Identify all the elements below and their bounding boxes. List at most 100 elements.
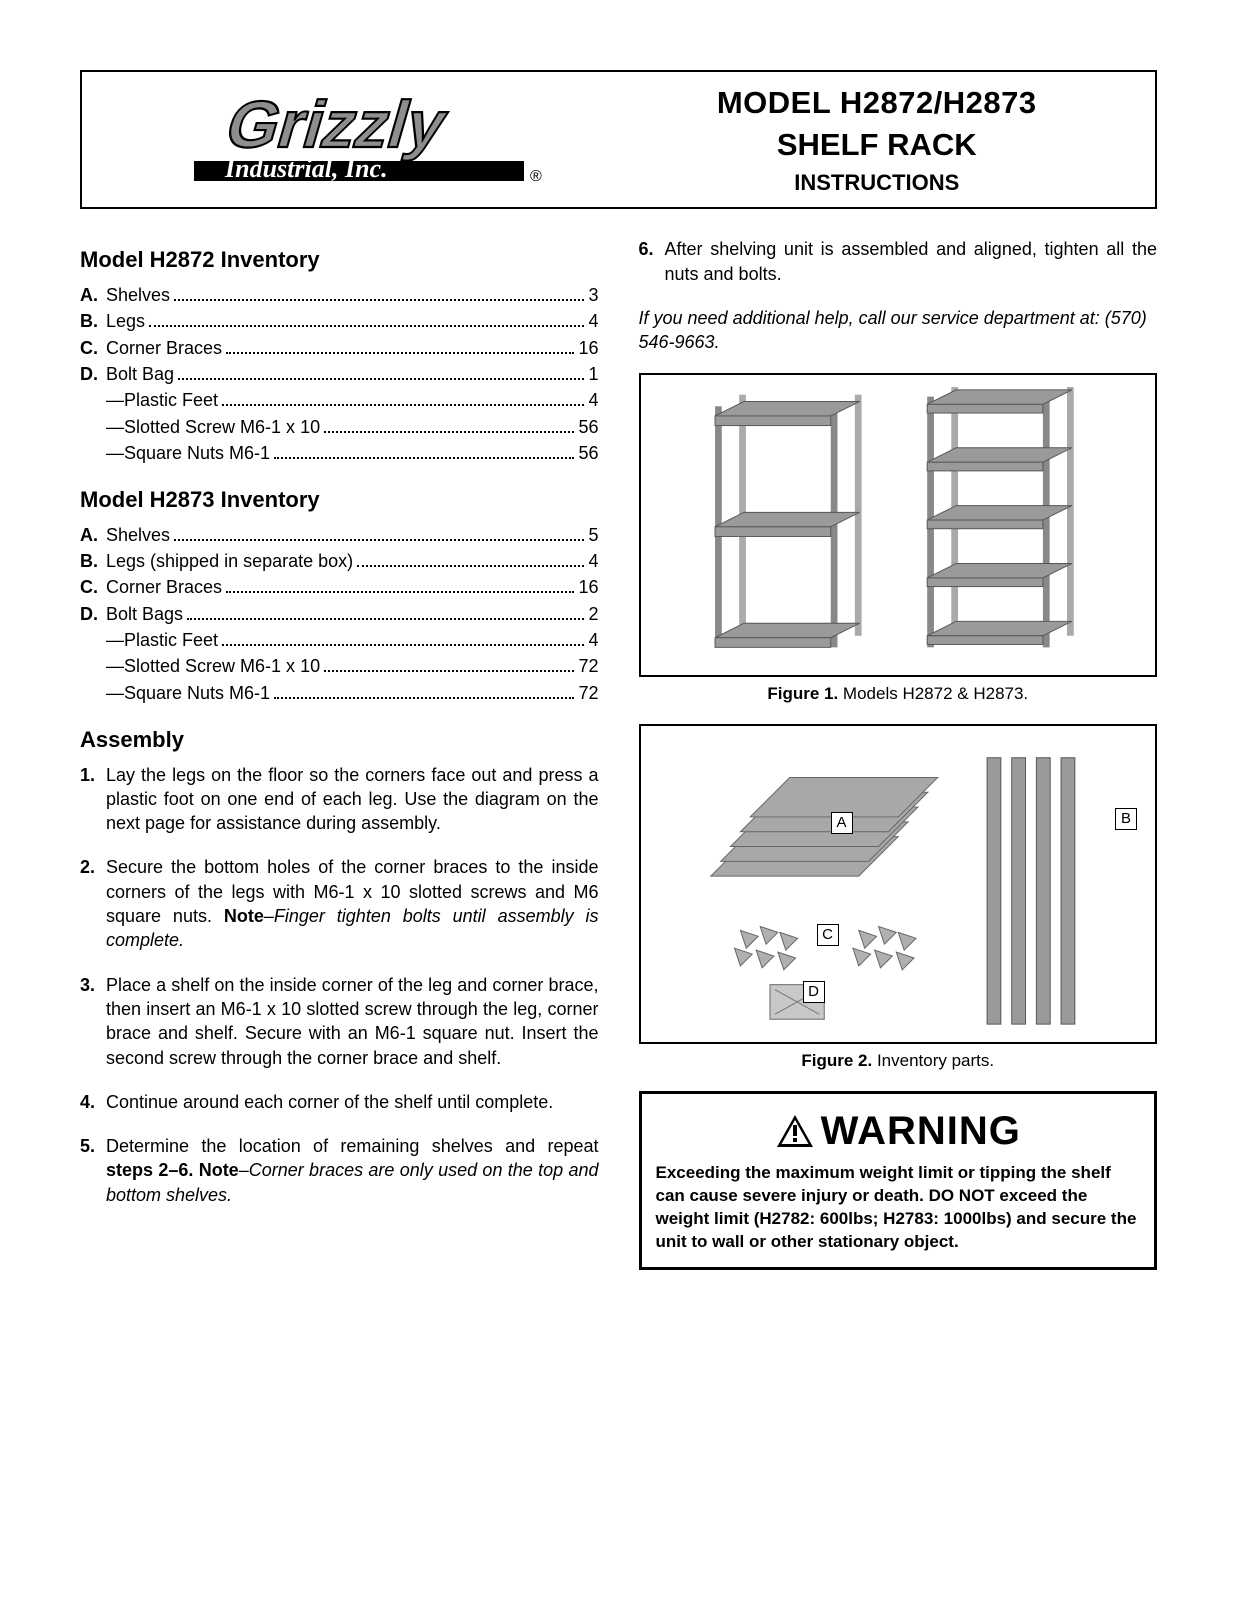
figure-2-caption: Figure 2. Inventory parts. bbox=[639, 1050, 1158, 1073]
inventory-subrow: —Square Nuts M6-172 bbox=[80, 681, 599, 705]
registered-mark: ® bbox=[530, 168, 542, 185]
inv-label: C. bbox=[80, 575, 106, 599]
inventory-row: B.Legs (shipped in separate box) 4 bbox=[80, 549, 599, 573]
inv-qty: 16 bbox=[578, 336, 598, 360]
inv-dots bbox=[324, 658, 574, 672]
inv-name: Bolt Bag bbox=[106, 362, 174, 386]
inv-qty: 56 bbox=[578, 441, 598, 465]
inv-qty: 72 bbox=[578, 654, 598, 678]
inv-name: Legs bbox=[106, 309, 145, 333]
inv-name: —Plastic Feet bbox=[106, 628, 218, 652]
inventory-row: D.Bolt Bag1 bbox=[80, 362, 599, 386]
part-label-c: C bbox=[817, 924, 839, 946]
inv-dots bbox=[274, 684, 574, 698]
warning-box: WARNING Exceeding the maximum weight lim… bbox=[639, 1091, 1158, 1271]
header-box: Grizzly Industrial, Inc. ® MODEL H2872/H… bbox=[80, 70, 1157, 209]
assembly-step: 5Determine the location of remaining she… bbox=[80, 1134, 599, 1207]
inv-dots bbox=[178, 366, 584, 380]
inv-name: —Slotted Screw M6-1 x 10 bbox=[106, 415, 320, 439]
inv-label: C. bbox=[80, 336, 106, 360]
warning-heading: WARNING bbox=[656, 1104, 1141, 1158]
inv-name: —Slotted Screw M6-1 x 10 bbox=[106, 654, 320, 678]
inventory-subrow: —Slotted Screw M6-1 x 10 72 bbox=[80, 654, 599, 678]
inv-label: B. bbox=[80, 549, 106, 573]
inventory-row: D.Bolt Bags2 bbox=[80, 602, 599, 626]
step-text: Lay the legs on the floor so the corners… bbox=[106, 763, 599, 836]
inv-qty: 72 bbox=[578, 681, 598, 705]
inv-dots bbox=[174, 526, 584, 540]
inventory-subrow: —Plastic Feet 4 bbox=[80, 388, 599, 412]
inv-dots bbox=[226, 339, 574, 353]
inv-name: Corner Braces bbox=[106, 336, 222, 360]
figure-1-caption: Figure 1. Models H2872 & H2873. bbox=[639, 683, 1158, 706]
inventory-subrow: —Plastic Feet 4 bbox=[80, 628, 599, 652]
grizzly-logo: Grizzly Industrial, Inc. ® bbox=[170, 85, 550, 195]
parts-shelves bbox=[710, 777, 937, 876]
inv-qty: 16 bbox=[578, 575, 598, 599]
inv-name: Corner Braces bbox=[106, 575, 222, 599]
step-number: 4 bbox=[80, 1090, 106, 1114]
step-text: Place a shelf on the inside corner of th… bbox=[106, 973, 599, 1070]
figure-2-svg bbox=[653, 738, 1144, 1034]
inventory-row: B.Legs 4 bbox=[80, 309, 599, 333]
step-number: 1 bbox=[80, 763, 106, 836]
step-text: Continue around each corner of the shelf… bbox=[106, 1090, 599, 1114]
inv-qty: 4 bbox=[588, 628, 598, 652]
inventory-row: A.Shelves3 bbox=[80, 283, 599, 307]
inv-name: —Plastic Feet bbox=[106, 388, 218, 412]
inv-label: B. bbox=[80, 309, 106, 333]
inv-qty: 4 bbox=[588, 549, 598, 573]
step-text: After shelving unit is assembled and ali… bbox=[665, 237, 1158, 286]
inv-dots bbox=[222, 392, 584, 406]
part-label-b: B bbox=[1115, 808, 1137, 830]
inv-name: —Square Nuts M6-1 bbox=[106, 441, 270, 465]
step-text: Determine the location of remaining shel… bbox=[106, 1134, 599, 1207]
warning-heading-text: WARNING bbox=[821, 1104, 1021, 1158]
figure-2-box: A B C D bbox=[639, 724, 1158, 1044]
step-6: 6 After shelving unit is assembled and a… bbox=[639, 237, 1158, 286]
inv-qty: 5 bbox=[588, 523, 598, 547]
step-number: 6 bbox=[639, 237, 665, 286]
inventory-row: C.Corner Braces 16 bbox=[80, 336, 599, 360]
fig2-caption-rest: Inventory parts. bbox=[872, 1051, 994, 1070]
inventory-subrow: —Square Nuts M6-1 56 bbox=[80, 441, 599, 465]
inventory2-title: Model H2873 Inventory bbox=[80, 485, 599, 515]
shelf-unit-5 bbox=[927, 387, 1074, 647]
assembly-step: 4Continue around each corner of the shel… bbox=[80, 1090, 599, 1114]
logo-subtext: Industrial, Inc. bbox=[224, 154, 388, 183]
inv-qty: 4 bbox=[588, 388, 598, 412]
shelf-unit-3 bbox=[715, 394, 862, 647]
inventory2-list: A.Shelves5B.Legs (shipped in separate bo… bbox=[80, 523, 599, 705]
inv-label: A. bbox=[80, 283, 106, 307]
inv-dots bbox=[187, 605, 584, 619]
title-cell: MODEL H2872/H2873 SHELF RACK INSTRUCTION… bbox=[619, 82, 1136, 197]
left-column: Model H2872 Inventory A.Shelves3B.Legs4C… bbox=[80, 237, 599, 1270]
inv-label: A. bbox=[80, 523, 106, 547]
inv-name: Bolt Bags bbox=[106, 602, 183, 626]
figure-1-svg bbox=[653, 387, 1144, 657]
figure-1-box bbox=[639, 373, 1158, 677]
inv-label: D. bbox=[80, 602, 106, 626]
inventory1-title: Model H2872 Inventory bbox=[80, 245, 599, 275]
fig1-caption-rest: Models H2872 & H2873. bbox=[838, 684, 1028, 703]
subtitle-line: SHELF RACK bbox=[619, 124, 1136, 166]
inv-name: Shelves bbox=[106, 283, 170, 307]
help-line: If you need additional help, call our se… bbox=[639, 306, 1158, 355]
fig1-caption-bold: Figure 1. bbox=[767, 684, 838, 703]
inv-dots bbox=[174, 287, 584, 301]
inv-dots bbox=[149, 313, 584, 327]
inv-qty: 4 bbox=[588, 309, 598, 333]
inv-label: D. bbox=[80, 362, 106, 386]
parts-legs bbox=[987, 758, 1075, 1024]
part-label-a: A bbox=[831, 812, 853, 834]
model-line: MODEL H2872/H2873 bbox=[619, 82, 1136, 124]
content-columns: Model H2872 Inventory A.Shelves3B.Legs4C… bbox=[80, 237, 1157, 1270]
assembly-steps: 1Lay the legs on the floor so the corner… bbox=[80, 763, 599, 1207]
inventory-row: C.Corner Braces 16 bbox=[80, 575, 599, 599]
inv-dots bbox=[324, 418, 574, 432]
inv-qty: 56 bbox=[578, 415, 598, 439]
fig2-caption-bold: Figure 2. bbox=[801, 1051, 872, 1070]
inv-name: Legs (shipped in separate box) bbox=[106, 549, 353, 573]
logo-text: Grizzly bbox=[218, 88, 456, 162]
inv-name: Shelves bbox=[106, 523, 170, 547]
